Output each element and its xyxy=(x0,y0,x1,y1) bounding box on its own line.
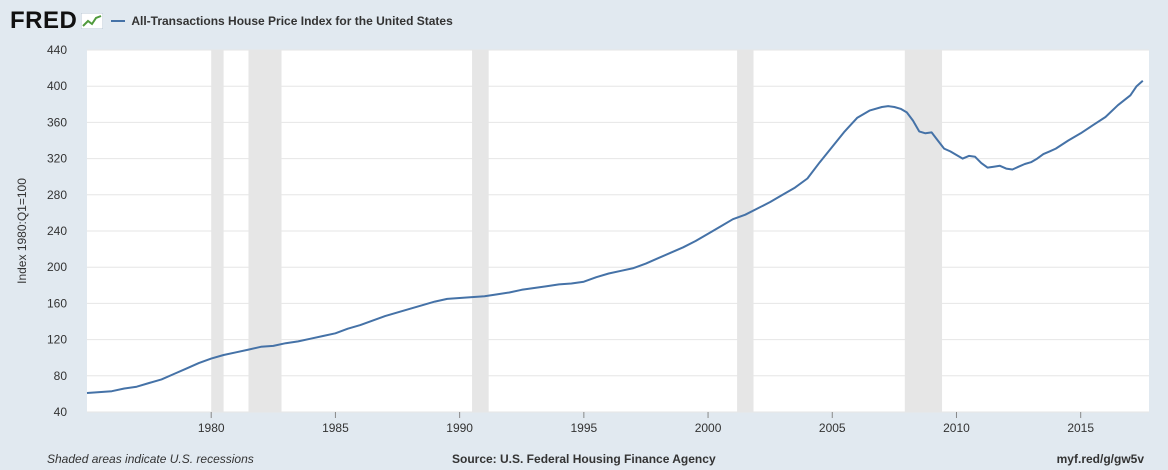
x-tick-label: 2005 xyxy=(819,421,846,435)
y-tick-label: 80 xyxy=(54,369,68,383)
series-line-house-price-index[interactable] xyxy=(86,80,1144,394)
x-axis-ticks: 1980 1985 1990 1995 2000 2005 2010 2015 xyxy=(198,412,1094,435)
x-tick-label: 1990 xyxy=(446,421,473,435)
x-tick-label: 2000 xyxy=(695,421,722,435)
grid-lines xyxy=(87,49,1149,413)
y-tick-label: 40 xyxy=(54,405,68,419)
fred-logo[interactable]: FRED xyxy=(10,7,78,34)
legend-swatch xyxy=(111,20,126,22)
short-link[interactable]: myf.red/g/gw5v xyxy=(1056,452,1144,466)
fred-chart-icon xyxy=(81,13,104,29)
y-tick-label: 160 xyxy=(47,296,67,310)
y-tick-label: 240 xyxy=(47,224,67,238)
x-tick-label: 1980 xyxy=(198,421,225,435)
x-tick-label: 1995 xyxy=(570,421,597,435)
y-tick-label: 320 xyxy=(47,152,67,166)
y-tick-label: 440 xyxy=(47,43,67,57)
chart-header: FRED All-Transactions House Price Index … xyxy=(10,6,453,36)
y-tick-label: 280 xyxy=(47,188,67,202)
y-tick-label: 400 xyxy=(47,79,67,93)
y-tick-label: 200 xyxy=(47,260,67,274)
source-text: Source: U.S. Federal Housing Finance Age… xyxy=(452,452,716,466)
x-tick-label: 2015 xyxy=(1067,421,1094,435)
y-tick-label: 120 xyxy=(47,333,67,347)
y-axis-label: Index 1980:Q1=100 xyxy=(15,178,29,284)
x-tick-label: 2010 xyxy=(943,421,970,435)
legend-label[interactable]: All-Transactions House Price Index for t… xyxy=(131,14,453,28)
y-tick-label: 360 xyxy=(47,115,67,129)
y-axis-ticks: 40 80 120 160 200 240 280 320 360 400 440 xyxy=(47,43,67,419)
recession-note: Shaded areas indicate U.S. recessions xyxy=(47,452,254,466)
x-tick-label: 1985 xyxy=(322,421,349,435)
